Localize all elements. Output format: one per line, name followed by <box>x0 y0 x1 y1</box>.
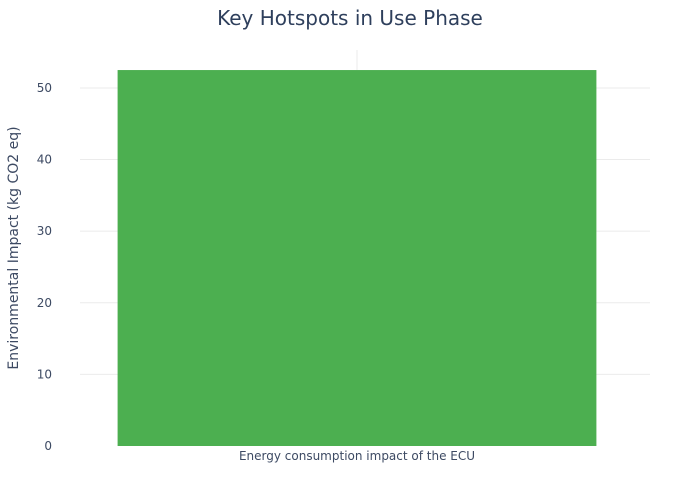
y-tick-label: 0 <box>44 439 52 453</box>
y-tick-label: 50 <box>37 81 52 95</box>
y-tick-label: 40 <box>37 153 52 167</box>
y-tick-labels: 0 10 20 30 40 50 <box>37 81 52 453</box>
bars-layer <box>117 70 597 447</box>
x-tick-labels: Energy consumption impact of the ECU <box>239 449 475 463</box>
y-tick-label: 20 <box>37 296 52 310</box>
y-tick-label: 30 <box>37 224 52 238</box>
y-tick-label: 10 <box>37 367 52 381</box>
y-axis-title: Environmental Impact (kg CO2 eq) <box>6 126 22 369</box>
x-tick-label: Energy consumption impact of the ECU <box>239 449 475 463</box>
chart-title: Key Hotspots in Use Phase <box>217 6 483 30</box>
bar[interactable] <box>117 70 597 447</box>
